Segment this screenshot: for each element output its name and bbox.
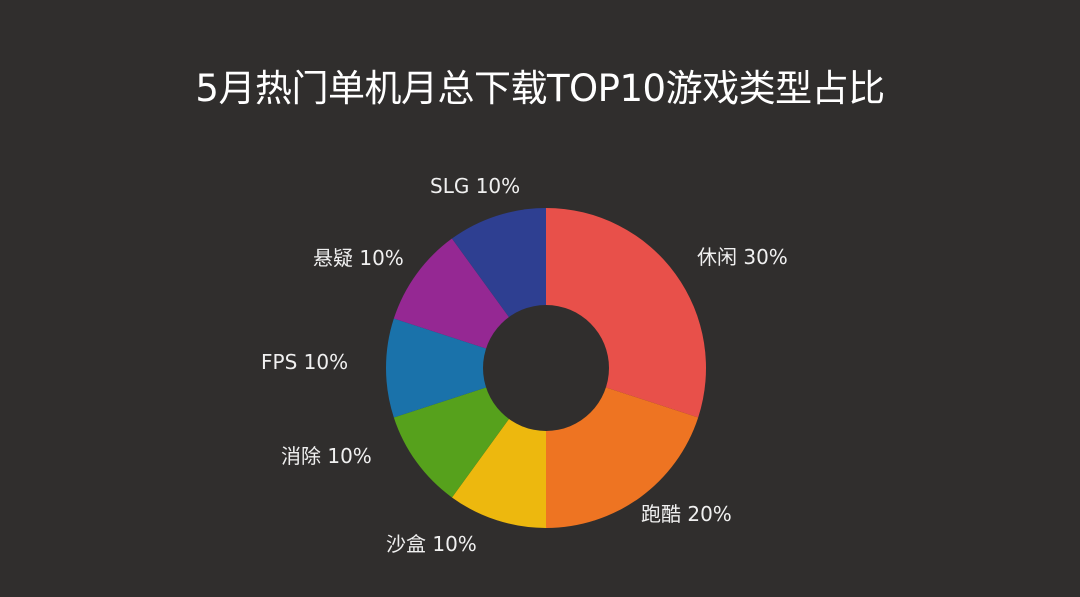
- slice-label: 休闲 30%: [697, 245, 788, 269]
- slice-label: FPS 10%: [261, 350, 349, 374]
- slice-FPS: [386, 318, 546, 418]
- slice-label: 消除 10%: [281, 444, 372, 468]
- donut-hole: [483, 305, 609, 431]
- slice-label: 跑酷 20%: [641, 502, 732, 526]
- slice-label: SLG 10%: [430, 174, 521, 198]
- slice-label: 悬疑 10%: [313, 246, 404, 270]
- slice-label: 沙盒 10%: [386, 532, 477, 556]
- chart-title: 5月热门单机月总下载TOP10游戏类型占比: [195, 67, 885, 110]
